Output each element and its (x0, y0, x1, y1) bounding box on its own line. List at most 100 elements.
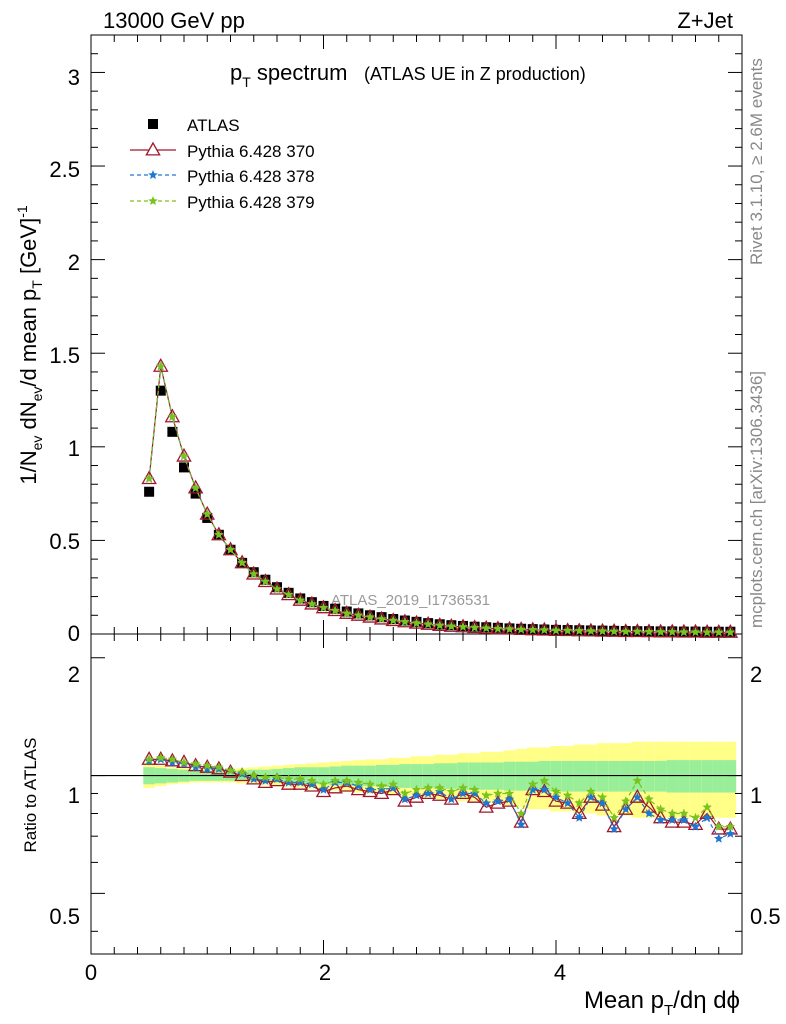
ratio-pythia-6-428-370-point (234, 767, 250, 782)
header-left: 13000 GeV pp (103, 8, 245, 33)
ratio-pythia-6-428-379-point (167, 754, 178, 764)
ratio-pythia-6-428-370-point (513, 813, 529, 828)
band-inner (550, 760, 562, 792)
band-inner (573, 760, 586, 792)
band-inner (503, 761, 516, 791)
ratio-pythia-6-428-370-point (408, 788, 425, 803)
x-tick-label: 4 (554, 960, 566, 985)
ratio-pythia-6-428-378-point (481, 798, 491, 808)
ratio-pythia-6-428-378-point (539, 784, 550, 794)
ratio-pythia-6-428-378-point (632, 792, 643, 802)
legend-label-atlas: ATLAS (187, 116, 240, 135)
ratio-pythia-6-428-379-point (528, 779, 538, 789)
ratio-pythia-6-428-379-point (551, 786, 561, 796)
ratio-pythia-6-428-378-point (679, 815, 689, 824)
x-axis-title: Mean pT/dη dϕ (584, 987, 740, 1019)
ratio-pythia-6-428-378-point (423, 788, 433, 798)
ratio-pythia-6-428-379-point (725, 821, 736, 831)
main-pythia-6-428-379-point (167, 411, 178, 421)
ratio-pythia-6-428-379-point (621, 796, 631, 806)
y-tick-label: 2 (68, 662, 80, 687)
ratio-pythia-6-428-379-point (202, 760, 212, 770)
ratio-pythia-6-428-370-point (478, 798, 495, 813)
ratio-pythia-6-428-378-point (690, 821, 701, 831)
ratio-pythia-6-428-379-point (307, 775, 317, 785)
main-data-marks (141, 357, 739, 638)
ratio-pythia-6-428-379-point (260, 772, 271, 782)
ratio-pythia-6-428-379-point (423, 782, 433, 792)
main-pythia-6-428-379-point (376, 614, 387, 624)
ratio-pythia-6-428-378-point (702, 812, 712, 822)
ratio-pythia-6-428-379-point (481, 790, 491, 800)
y-tick-label-right: 0.5 (750, 904, 781, 929)
ratio-pythia-6-428-379-point (376, 781, 387, 791)
ratio-pythia-6-428-370-point (350, 781, 367, 796)
band-inner (712, 760, 725, 793)
main-pythia-6-428-379-point (272, 584, 282, 594)
band-inner (515, 761, 527, 791)
ratio-pythia-6-428-378-point (295, 777, 305, 787)
y-tick-label: 3 (68, 65, 80, 90)
main-pythia-6-428-379-point (330, 605, 340, 615)
ratio-pythia-6-428-379-point (156, 752, 166, 762)
ratio-pythia-6-428-378-point (493, 796, 503, 806)
ratio-pythia-6-428-379-point (679, 808, 689, 818)
main-pythia-6-428-379-point (504, 624, 515, 634)
ratio-pythia-6-428-370-point (397, 792, 413, 807)
main-pythia-6-428-379-point (458, 621, 468, 631)
main-pythia-6-428-379-point (690, 627, 701, 637)
ratio-pythia-6-428-379-point (318, 779, 329, 789)
main-atlas-point (167, 426, 178, 437)
y-tick-label: 0.5 (49, 904, 80, 929)
y-tick-label: 2 (68, 250, 80, 275)
ratio-pythia-6-428-379-point (597, 792, 608, 802)
ratio-pythia-6-428-379-point (214, 762, 224, 772)
band-inner (561, 760, 574, 792)
ratio-pythia-6-428-379-point (272, 772, 282, 782)
ratio-pythia-6-428-378-point (504, 794, 515, 804)
plot-subtitle: (ATLAS UE in Z production) (364, 64, 586, 84)
ratio-pythia-6-428-370-point (373, 785, 390, 800)
ratio-pythia-6-428-370-point (548, 792, 564, 807)
main-pythia-6-428-379-point (400, 616, 410, 626)
main-pythia-6-428-379-point (702, 627, 712, 637)
main-pythia-6-428-379-point (481, 623, 491, 633)
main-pythia-6-428-379-point (318, 602, 329, 612)
ratio-pythia-6-428-379-point (144, 754, 154, 764)
main-pythia-6-428-379-point (551, 625, 561, 635)
main-atlas-point (202, 512, 213, 523)
ratio-pythia-6-428-379-point (574, 798, 584, 808)
ratio-pythia-6-428-378-point (562, 798, 573, 808)
ratio-pythia-6-428-378-point (307, 779, 317, 789)
x-tick-label: 0 (85, 960, 97, 985)
ratio-pythia-6-428-379-point (365, 779, 375, 789)
main-pythia-6-428-379-point (679, 627, 689, 637)
legend: ATLAS Pythia 6.428 370 Pythia 6.428 378 … (130, 116, 315, 212)
ratio-pythia-6-428-379-point (609, 812, 619, 822)
rivet-info: Rivet 3.1.10, ≥ 2.6M events (747, 58, 766, 265)
ratio-pythia-6-428-379-point (702, 802, 712, 812)
main-pythia-6-428-379-point (388, 615, 398, 625)
y-tick-label: 1 (68, 436, 80, 461)
x-tick-labels: 0 2 4 (85, 960, 566, 985)
legend-marker-square (148, 119, 158, 129)
band-inner (619, 760, 632, 792)
ratio-pythia-6-428-370-point (304, 777, 320, 792)
ratio-pythia-6-428-370-point (164, 752, 181, 767)
ratio-data-marks (141, 751, 739, 843)
main-pythia-6-428-379-point (179, 451, 189, 461)
main-pythia-6-428-379-point (237, 557, 247, 567)
ratio-pythia-6-428-378-point (260, 775, 271, 785)
ratio-pythia-6-428-379-point (400, 788, 410, 798)
legend-marker-triangle (145, 141, 161, 156)
legend-marker-star (148, 170, 158, 179)
main-pythia-6-428-379-point (597, 626, 608, 636)
ratio-pythia-6-428-378-point (202, 763, 212, 773)
legend-label-378: Pythia 6.428 378 (187, 167, 315, 186)
ratio-pythia-6-428-379-point (493, 788, 503, 798)
ratio-pythia-6-428-379-point (539, 775, 550, 785)
y-tick-label: 0.5 (49, 529, 80, 554)
main-pythia-6-428-379-point (469, 622, 480, 632)
main-pythia-6-428-379-point (586, 626, 596, 636)
ratio-pythia-6-428-378-point (725, 828, 736, 838)
